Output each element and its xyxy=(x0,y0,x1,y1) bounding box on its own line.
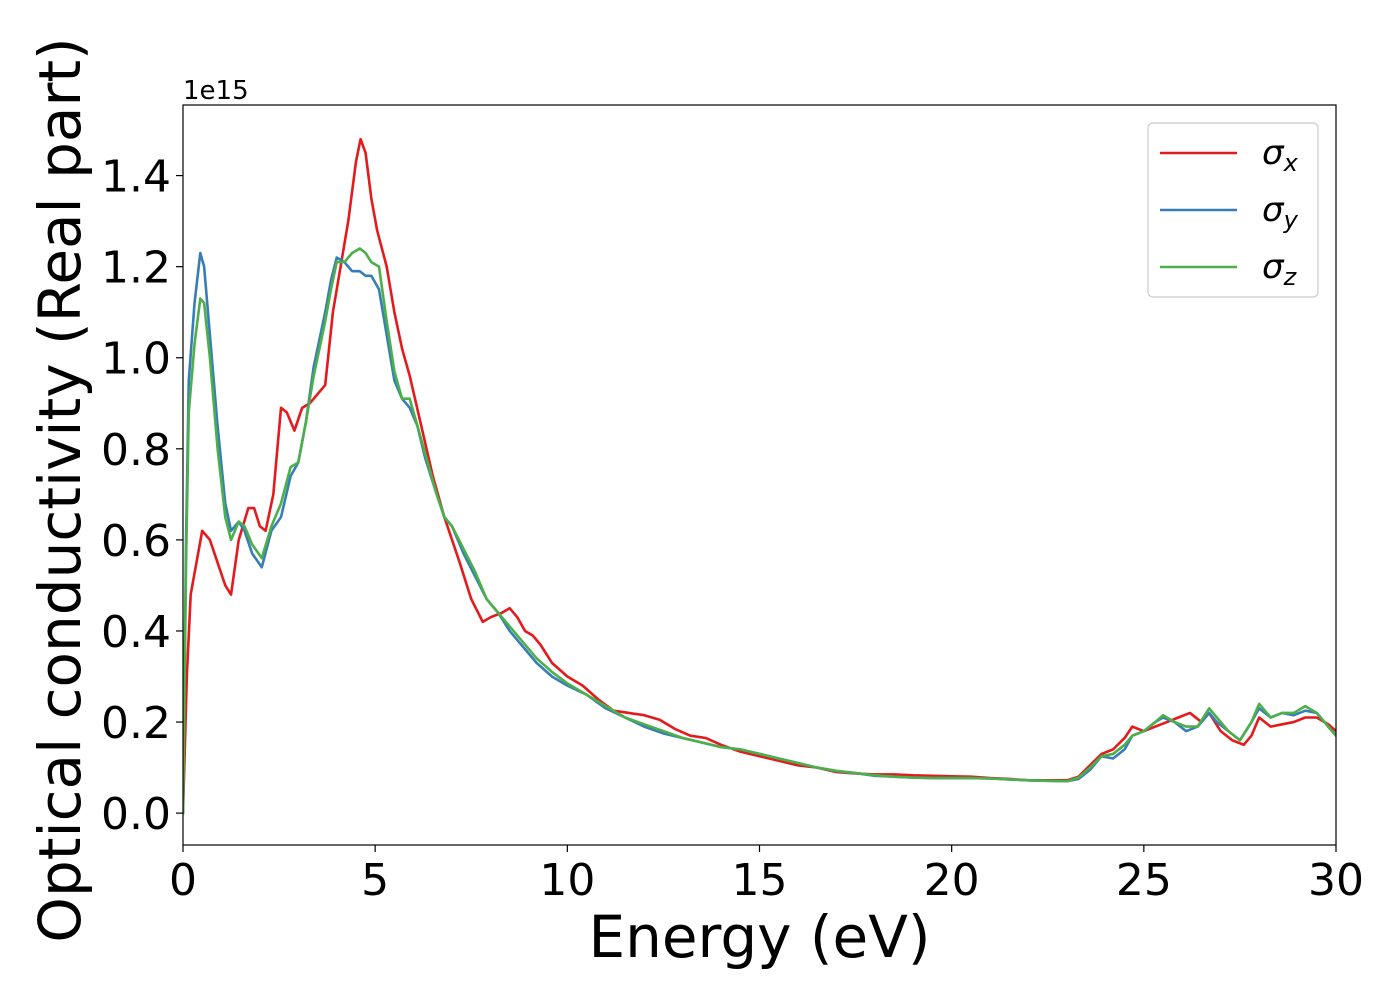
x-tick-label: 20 xyxy=(924,855,980,906)
y-tick-label: 1.2 xyxy=(101,243,171,294)
x-tick-label: 0 xyxy=(169,855,197,906)
legend-label-x: σx xyxy=(1262,133,1299,177)
y-tick-label: 1.4 xyxy=(101,152,171,203)
x-tick-label: 25 xyxy=(1116,855,1172,906)
x-tick-label: 15 xyxy=(732,855,788,906)
y-tick-label: 0.0 xyxy=(101,789,171,840)
x-tick-label: 30 xyxy=(1308,855,1364,906)
legend: σx σy σz xyxy=(1147,122,1319,298)
plot-layer xyxy=(183,137,1336,815)
legend-label-y: σy xyxy=(1262,190,1299,234)
y-axis-label: Optical conductivity (Real part) xyxy=(26,37,94,942)
legend-label-z: σz xyxy=(1262,247,1298,291)
y-tick-label: 1.0 xyxy=(101,334,171,385)
y-offset-text: 1e15 xyxy=(183,76,249,106)
series-line-y xyxy=(183,251,1336,815)
y-tick-label: 0.6 xyxy=(101,516,171,567)
series-line-z xyxy=(183,247,1336,815)
y-tick-label: 0.2 xyxy=(101,698,171,749)
ticks-layer: 0 5 10 15 20 25 30 0.0 0.2 0.4 0.6 0.8 1.0 1.2 1.4 xyxy=(101,152,1364,906)
x-tick-label: 10 xyxy=(539,855,595,906)
y-tick-label: 0.4 xyxy=(101,607,171,658)
x-tick-label: 5 xyxy=(361,855,389,906)
y-tick-label: 0.8 xyxy=(101,425,171,476)
series-line-x xyxy=(183,137,1336,815)
x-axis-label: Energy (eV) xyxy=(588,903,930,971)
